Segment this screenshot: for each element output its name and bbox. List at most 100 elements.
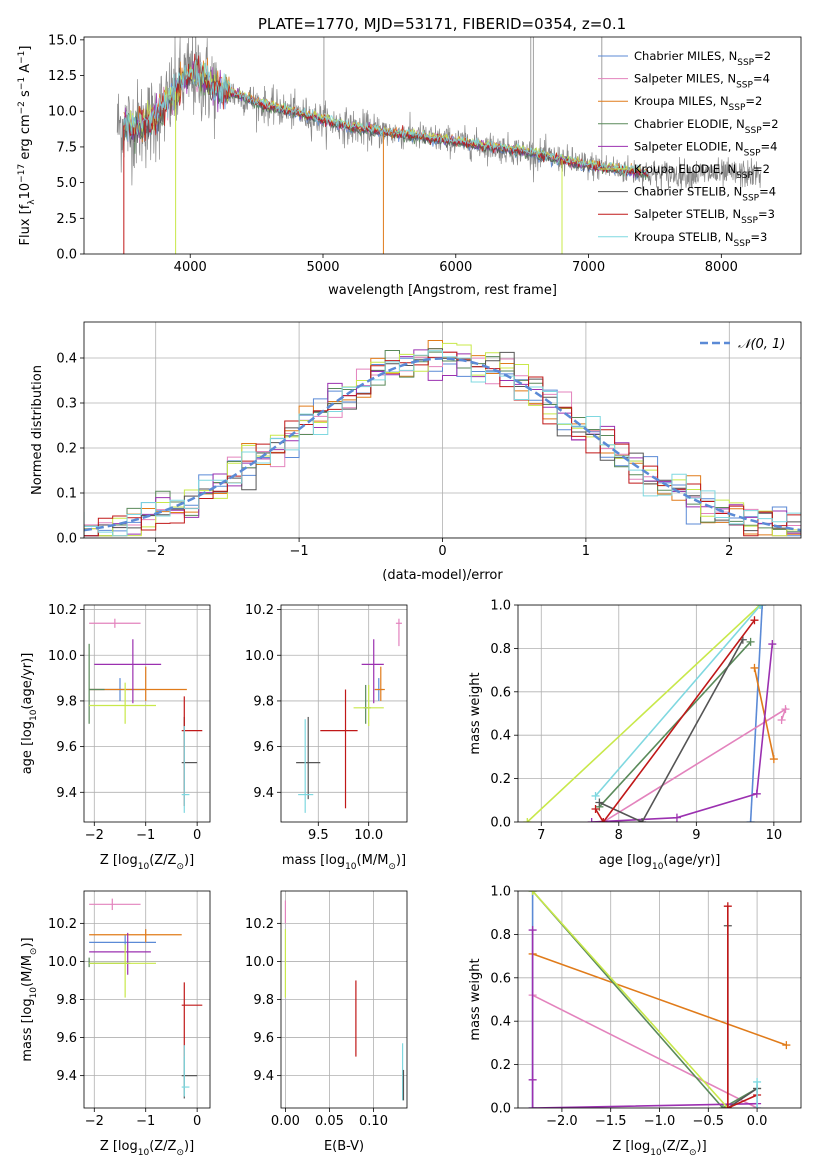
weight-marker <box>752 789 761 798</box>
legend-label-part: SSP <box>741 216 758 226</box>
y-tick-label: 10.0 <box>245 649 274 664</box>
weight-marker <box>528 891 537 895</box>
y-tick-label: 15.0 <box>48 33 77 48</box>
x-tick-label: −1 <box>290 544 309 559</box>
x-tick-label: 7 <box>537 828 545 843</box>
x-axis-label-part: 10 <box>652 862 664 872</box>
histogram-kroupa_stelib <box>84 350 801 537</box>
errorbar-point-salpeter_elodie <box>94 639 162 704</box>
x-tick-label: 5000 <box>306 260 339 275</box>
y-axis-label-part: 10 <box>29 987 39 999</box>
y-axis-label-part: age [log <box>20 721 35 774</box>
x-axis-label: Z [log10(Z/Z⊙)] <box>100 853 194 872</box>
weight-marker <box>746 818 755 822</box>
y-tick-label: 9.4 <box>253 786 274 801</box>
legend-label-part: Salpeter MILES, N <box>634 72 736 86</box>
y-axis-label-part: ⊙ <box>29 948 39 956</box>
y-tick-label: 9.8 <box>56 993 77 1008</box>
weight-marker <box>528 1075 537 1084</box>
y-tick-label: 0.8 <box>490 928 511 943</box>
x-axis-label-part: (M/M <box>357 853 389 868</box>
axes-residuals: −2 −1 0 1 2 0.0 0.1 0.2 0.3 0.4 𝒩(0, 1) (data-model… <box>30 321 802 583</box>
y-axis-label: mass weight <box>468 958 483 1040</box>
axes-age_vs_Z: −2 −1 09.49.69.810.010.2Z [log10(Z/Z⊙)]age… <box>20 603 211 872</box>
y-tick-label: 10.2 <box>48 917 77 932</box>
weight-marker <box>638 818 647 822</box>
x-tick-label: −1.0 <box>644 1114 676 1129</box>
y-tick-label: 10.2 <box>245 917 274 932</box>
x-axis-label-part: ⊙ <box>176 1148 184 1158</box>
legend-label: Salpeter MILES, NSSP=4 <box>634 72 770 91</box>
x-axis-label-part: 10 <box>138 1148 150 1158</box>
weight-marker <box>591 791 600 800</box>
y-tick-label: 9.4 <box>56 786 77 801</box>
weight-marker <box>746 637 755 646</box>
x-tick-label: −0.5 <box>693 1114 725 1129</box>
legend-label-part: SSP <box>736 171 753 181</box>
legend-label-part: SSP <box>737 58 754 68</box>
legend-label: Kroupa MILES, NSSP=2 <box>634 94 762 113</box>
weight-marker <box>768 640 777 649</box>
weight-line-chabrier_elodie <box>531 891 758 1108</box>
legend-label-part: Kroupa ELODIE, N <box>634 162 736 176</box>
weight-marker <box>523 818 532 822</box>
y-tick-label: 10.0 <box>245 955 274 970</box>
y-tick-label: 0.4 <box>490 729 511 744</box>
legend-label-part: =3 <box>758 207 775 221</box>
y-tick-label: 10.2 <box>245 603 274 618</box>
y-axis-label-part: ] <box>18 46 33 51</box>
axes-age_vs_mass: 9.5 10.0 9.4 9.6 9.8 10.0 10.2 mass [log10(M/M⊙… <box>245 603 408 872</box>
x-tick-label: 9.5 <box>308 828 329 843</box>
y-axis-label: mass [log10(M/M⊙)] <box>20 937 39 1061</box>
plot-area-mass_vs_ebv <box>281 891 407 1108</box>
axes-frame <box>83 890 211 1109</box>
y-tick-label: 0.2 <box>490 1058 511 1073</box>
y-tick-label: 10.0 <box>48 649 77 664</box>
y-axis-label-part: )] <box>20 937 35 947</box>
panels: 4000 5000 6000 7000 80000.02.55.07.510.012.5… <box>17 33 802 1158</box>
x-tick-label: −2.0 <box>546 1114 578 1129</box>
x-axis-label: (data-model)/error <box>382 568 503 583</box>
legend-label: Salpeter STELIB, NSSP=3 <box>634 207 775 226</box>
axes-frame <box>517 604 802 823</box>
y-tick-label: 0.6 <box>490 685 511 700</box>
y-tick-label: 10.0 <box>48 105 77 120</box>
y-axis-label-part: −17 <box>17 164 27 183</box>
errorbar-point-kroupa_stelib <box>181 1045 190 1097</box>
weight-marker <box>750 663 759 672</box>
y-tick-label: 10.0 <box>48 955 77 970</box>
x-tick-label: 1 <box>582 544 590 559</box>
x-axis-label-part: (age/yr)] <box>663 853 720 868</box>
legend-label-part: =4 <box>753 72 770 86</box>
legend-label-part: Salpeter STELIB, N <box>634 207 741 221</box>
y-tick-label: 5.0 <box>56 176 77 191</box>
y-tick-label: 9.6 <box>253 740 274 755</box>
legend-label-part: =4 <box>759 185 776 199</box>
legend-label: Kroupa ELODIE, NSSP=2 <box>634 162 770 181</box>
errorbar-point-chabrier_elodie <box>88 957 131 968</box>
errorbar-point-kroupa_elodie <box>353 684 384 727</box>
y-axis-label: Flux [fλ10−17 erg cm−2 s−1 A−1] <box>17 46 37 246</box>
legend-label: 𝒩(0, 1) <box>738 337 785 352</box>
y-tick-label: 9.6 <box>253 1031 274 1046</box>
plot-area-weight_vs_Z <box>518 891 801 1108</box>
weight-line-chabrier_stelib <box>726 925 758 1108</box>
y-axis-label-part: −2 <box>17 101 27 114</box>
y-tick-label: 0.0 <box>490 816 511 831</box>
errorbar-point-chabrier_elodie <box>363 684 371 724</box>
y-axis-label-part: A <box>18 64 33 77</box>
y-tick-label: 1.0 <box>490 599 511 614</box>
x-tick-label: 0.05 <box>315 1114 344 1129</box>
y-tick-label: 0.0 <box>56 248 77 263</box>
weight-line-kroupa_miles <box>532 953 787 1046</box>
x-axis-label-part: 10 <box>650 1148 662 1158</box>
weight-line-salpeter_elodie <box>531 930 758 1108</box>
x-tick-label: 8000 <box>705 260 738 275</box>
weight-marker <box>723 902 732 911</box>
weight-marker <box>755 605 764 609</box>
weight-marker <box>591 804 600 813</box>
legend-label-part: SSP <box>736 81 753 91</box>
y-tick-label: 9.6 <box>56 1031 77 1046</box>
y-tick-label: 0.1 <box>56 487 77 502</box>
x-axis-label-part: (Z/Z <box>149 1139 176 1154</box>
